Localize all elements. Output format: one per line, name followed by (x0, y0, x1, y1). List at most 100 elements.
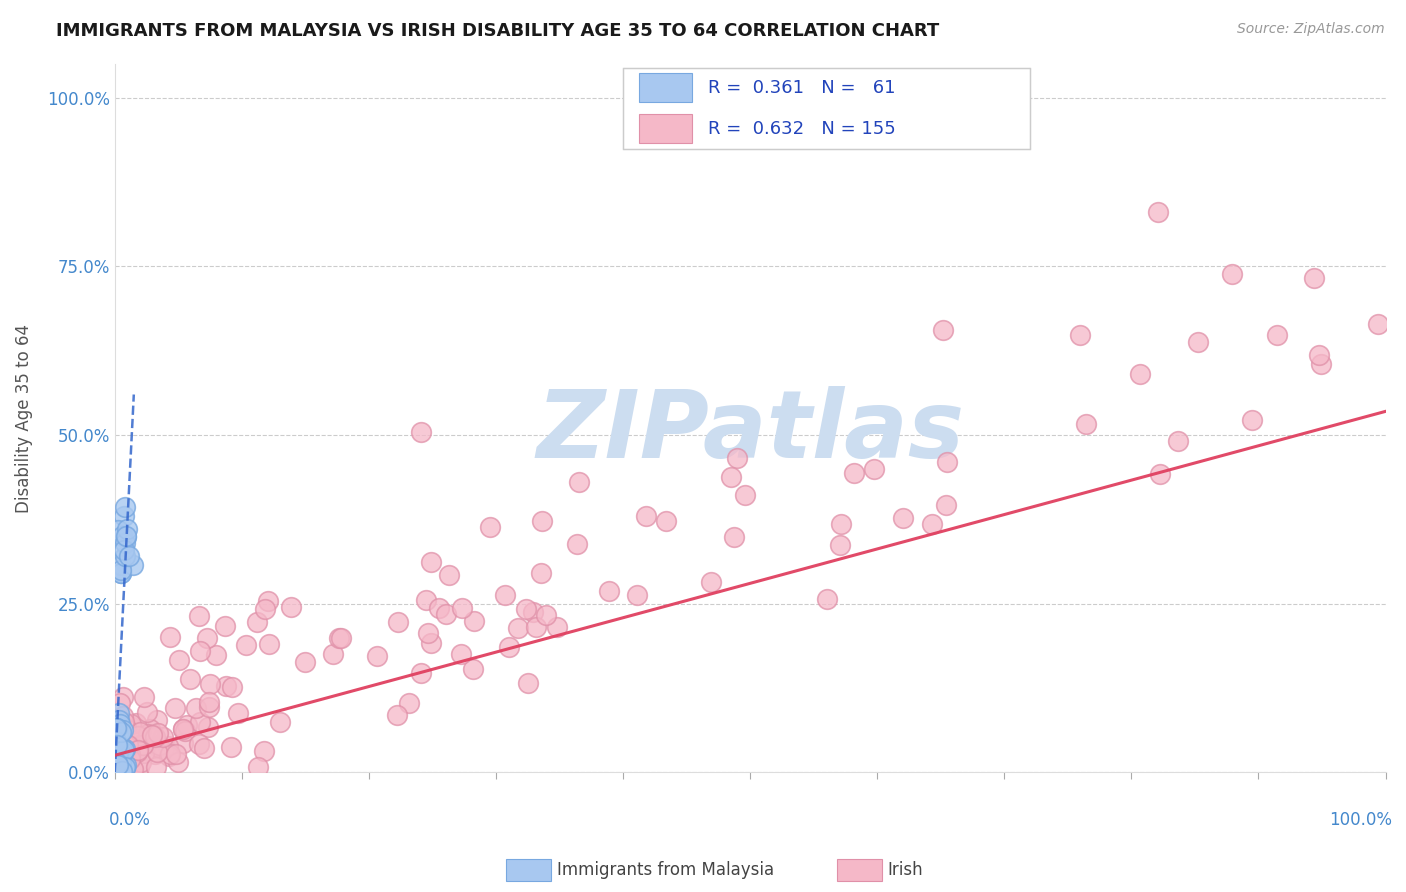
Point (104, 733, 127, 747)
Text: Source: ZipAtlas.com: Source: ZipAtlas.com (1237, 22, 1385, 37)
Point (129, 739, 152, 753)
Point (114, 742, 136, 756)
Point (105, 722, 128, 736)
Point (107, 749, 129, 764)
Point (188, 609, 211, 624)
Point (128, 740, 150, 755)
Point (120, 750, 142, 764)
Point (246, 615, 269, 629)
Point (1310, 357, 1333, 371)
Point (128, 760, 150, 774)
Point (108, 742, 131, 756)
Point (655, 514, 678, 528)
Point (153, 741, 176, 756)
Point (700, 575, 723, 590)
Point (105, 759, 128, 773)
Point (105, 757, 128, 772)
Point (387, 708, 409, 723)
Point (139, 722, 162, 736)
Y-axis label: Disability Age 35 to 64: Disability Age 35 to 64 (15, 324, 32, 513)
Point (110, 755, 132, 769)
Point (461, 662, 484, 676)
Point (322, 647, 344, 661)
Point (152, 731, 174, 745)
Point (114, 530, 136, 544)
Point (419, 555, 441, 569)
Point (221, 680, 243, 694)
Point (117, 739, 139, 753)
Point (720, 470, 742, 484)
Point (127, 729, 149, 743)
Point (145, 745, 167, 759)
Point (114, 536, 136, 550)
Point (159, 747, 181, 761)
Point (165, 747, 187, 761)
Point (1074, 417, 1097, 431)
Point (104, 750, 127, 764)
Point (132, 739, 155, 753)
Point (118, 747, 141, 761)
Point (1367, 317, 1389, 331)
Point (214, 618, 236, 632)
Point (172, 723, 194, 737)
Point (734, 488, 756, 502)
Point (253, 602, 276, 616)
Point (104, 754, 127, 768)
Point (105, 758, 128, 772)
Point (111, 745, 134, 759)
Point (517, 675, 540, 690)
Point (110, 566, 132, 580)
Point (110, 696, 132, 710)
Point (110, 756, 132, 770)
Point (110, 714, 132, 729)
Point (129, 725, 152, 739)
Point (108, 746, 131, 760)
Point (136, 705, 159, 719)
Point (120, 716, 142, 731)
Point (328, 631, 350, 645)
Point (107, 757, 129, 772)
Point (107, 755, 129, 769)
Point (117, 739, 139, 754)
Point (110, 725, 132, 739)
Point (111, 690, 134, 704)
Point (936, 455, 959, 469)
Point (148, 738, 170, 752)
Point (105, 756, 128, 770)
Point (387, 615, 409, 629)
Point (111, 764, 134, 778)
Point (193, 741, 215, 756)
Point (167, 653, 190, 667)
Point (167, 756, 190, 770)
Point (215, 679, 238, 693)
Point (143, 730, 166, 744)
Point (439, 567, 461, 582)
Point (134, 746, 156, 760)
Point (219, 740, 242, 755)
Point (107, 742, 129, 756)
Point (107, 747, 129, 761)
Point (114, 721, 136, 735)
Point (420, 636, 443, 650)
Point (111, 747, 134, 761)
Point (110, 756, 132, 771)
Point (121, 558, 143, 573)
Point (127, 745, 149, 759)
Point (124, 715, 146, 730)
Point (110, 558, 132, 572)
Point (121, 762, 143, 776)
Point (118, 549, 141, 564)
Point (498, 640, 520, 655)
Point (197, 720, 219, 734)
Point (107, 727, 129, 741)
Point (146, 740, 169, 755)
Point (104, 756, 127, 770)
Point (1149, 467, 1171, 481)
Text: 100.0%: 100.0% (1329, 811, 1392, 829)
Point (409, 666, 432, 681)
Point (409, 425, 432, 439)
Point (112, 743, 135, 757)
Point (112, 709, 135, 723)
Point (463, 614, 485, 628)
Point (114, 761, 136, 775)
